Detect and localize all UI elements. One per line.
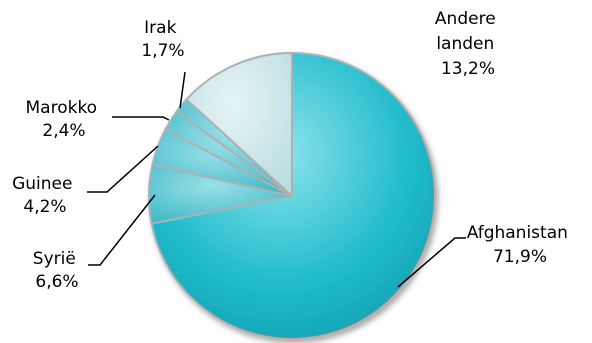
- svg-text:Andere landen 13,2: Andere landen 13,2%: [435, 9, 501, 79]
- label-irak-name: Irak: [144, 18, 176, 38]
- slice-labels: Irak 1,7% Marokko 2,4% Guinee 4,2% Syrië…: [12, 9, 574, 292]
- svg-text:Afghanistan 71,9%: Afghanistan 71,9%: [467, 223, 574, 267]
- leader-lines: [87, 71, 466, 288]
- label-guinee-name: Guinee: [12, 174, 72, 194]
- leader-line-marokko: [112, 116, 170, 121]
- svg-text:Guinee 4,2%: Guinee 4,2%: [12, 174, 78, 217]
- label-andere-landen-name-1: Andere: [435, 9, 496, 29]
- label-syrie-value: 6,6%: [35, 272, 78, 292]
- leader-line-syrie: [88, 194, 156, 266]
- leader-line-guinee: [87, 145, 159, 193]
- label-marokko-value: 2,4%: [42, 121, 85, 141]
- label-afghanistan-value: 71,9%: [493, 247, 547, 267]
- pie-slice-andere-landen: [185, 52, 293, 197]
- svg-text:Irak 1,7%: Irak 1,7%: [141, 18, 184, 61]
- label-afghanistan-name: Afghanistan: [467, 223, 568, 243]
- label-marokko-name: Marokko: [26, 98, 98, 118]
- pie-slice-afghanistan: [150, 52, 436, 340]
- svg-text:Marokko 2,4%: Marokko 2,4%: [26, 98, 103, 141]
- pie-slices: [148, 52, 436, 340]
- leader-line-irak: [179, 71, 186, 109]
- label-syrie-name: Syrië: [33, 249, 76, 269]
- label-andere-landen-value: 13,2%: [441, 59, 495, 79]
- leader-line-afghanistan: [397, 237, 466, 288]
- svg-text:Syrië 6,6%: Syrië 6,6%: [33, 249, 81, 292]
- label-guinee-value: 4,2%: [23, 197, 66, 217]
- label-andere-landen-name-2: landen: [436, 34, 494, 54]
- label-irak-value: 1,7%: [141, 41, 184, 61]
